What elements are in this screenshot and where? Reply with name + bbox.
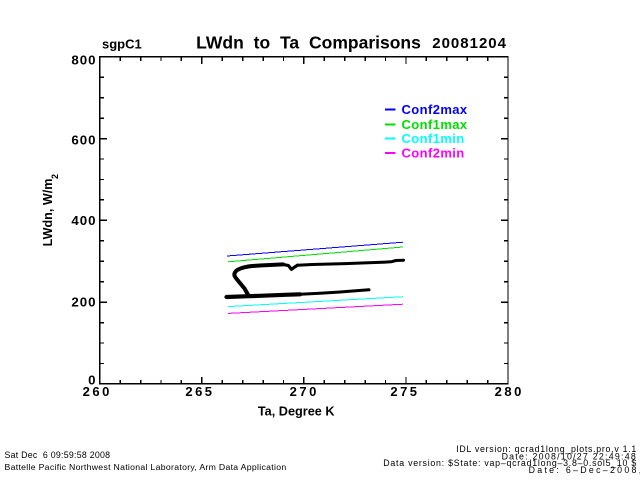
svg-text:600: 600 (71, 133, 96, 148)
svg-text:265: 265 (185, 384, 214, 399)
svg-text:20081204: 20081204 (432, 35, 507, 52)
svg-text:Conf1max: Conf1max (402, 117, 468, 132)
svg-text:260: 260 (83, 384, 112, 399)
svg-text:Date: 6–Dec–2008,: Date: 6–Dec–2008, (529, 465, 640, 475)
svg-text:270: 270 (290, 384, 319, 399)
svg-text:Battelle Pacific Northwest Nat: Battelle Pacific Northwest National Labo… (5, 462, 287, 472)
svg-text:Ta, Degree K: Ta, Degree K (258, 405, 335, 419)
svg-text:Conf2min: Conf2min (402, 146, 465, 161)
svg-text:Data version: $State: vap–qcra: Data version: $State: vap–qcrad1long–3.8… (383, 458, 637, 468)
svg-text:LWdn to Ta Comparisons: LWdn to Ta Comparisons (196, 33, 421, 53)
svg-text:2: 2 (50, 174, 60, 179)
svg-text:800: 800 (71, 53, 96, 68)
svg-text:400: 400 (71, 213, 96, 228)
svg-text:Conf2max: Conf2max (402, 102, 468, 117)
svg-text:Sat Dec 6 09:59:58 2008: Sat Dec 6 09:59:58 2008 (5, 450, 111, 460)
svg-text:0: 0 (88, 373, 95, 388)
svg-text:Date: 2008/10/27 22:49:48: Date: 2008/10/27 22:49:48 (502, 452, 637, 462)
svg-text:LWdn, W/m: LWdn, W/m (41, 179, 55, 247)
svg-text:sgpC1: sgpC1 (102, 37, 142, 52)
svg-text:280: 280 (495, 384, 524, 399)
svg-text:275: 275 (390, 384, 419, 399)
svg-text:IDL version: qcrad1long_plots.: IDL version: qcrad1long_plots.pro,v 1.1 (456, 444, 637, 454)
svg-text:200: 200 (71, 295, 96, 310)
svg-text:Conf1min: Conf1min (402, 131, 465, 146)
